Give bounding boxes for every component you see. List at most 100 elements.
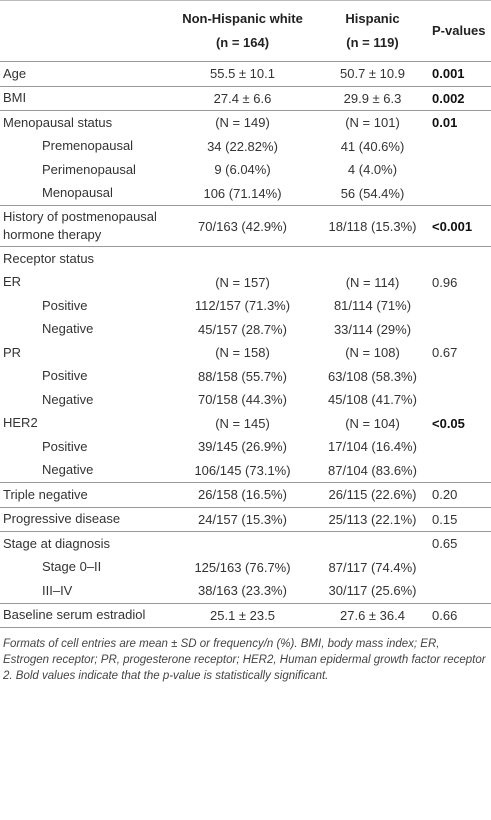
row-label: PR	[3, 344, 22, 360]
cell	[430, 579, 491, 604]
header-text: Non-Hispanic white	[182, 11, 303, 26]
cell: (N = 104)	[345, 415, 400, 431]
row-label: History of postmenopausal hormone therap…	[0, 205, 170, 247]
cell: 27.4 ± 6.6	[170, 86, 315, 111]
cell: 0.002	[430, 86, 491, 111]
cell: 125/163 (76.7%)	[194, 559, 291, 575]
row-label: Receptor status	[3, 250, 95, 266]
cell: 18/118 (15.3%)	[315, 205, 430, 247]
cell: 81/114 (71%)	[333, 298, 412, 314]
row-label: Negative	[42, 321, 94, 337]
cell: 106 (71.14%)	[170, 181, 315, 206]
cell: 29.9 ± 6.3	[315, 86, 430, 111]
table-row: Menopausal status (N = 149) (N = 101) 0.01	[0, 111, 491, 135]
cell: 0.66	[430, 603, 491, 628]
row-label: Negative	[0, 458, 170, 483]
cell	[430, 365, 491, 389]
row-label: Menopausal status	[3, 114, 113, 130]
table-row: BMI 27.4 ± 6.6 29.9 ± 6.3 0.002	[0, 86, 491, 111]
cell: 112/157 (71.3%)	[194, 298, 291, 314]
cell	[430, 388, 491, 412]
row-label: HER2	[3, 415, 38, 431]
cell: 25.1 ± 23.5	[170, 603, 315, 628]
table-row: Stage at diagnosis 0.65	[0, 532, 491, 556]
cell: <0.05	[432, 415, 465, 431]
cell	[170, 532, 315, 556]
table-row: III–IV 38/163 (23.3%) 30/117 (25.6%)	[0, 579, 491, 604]
row-label: Baseline serum estradiol	[0, 603, 170, 628]
cell: (N = 108)	[345, 345, 400, 361]
cell	[170, 247, 315, 271]
header-cell	[0, 0, 170, 62]
cell: 26/158 (16.5%)	[170, 482, 315, 508]
cell: 9 (6.04%)	[214, 162, 271, 178]
table-row: Age 55.5 ± 10.1 50.7 ± 10.9 0.001	[0, 61, 491, 87]
table-row: Receptor status	[0, 247, 491, 271]
table-row: Stage 0–II 125/163 (76.7%) 87/117 (74.4%)	[0, 556, 491, 580]
cell: 0.15	[430, 507, 491, 532]
table-row: Premenopausal 34 (22.82%) 41 (40.6%)	[0, 135, 491, 159]
cell: 50.7 ± 10.9	[315, 61, 430, 87]
cell: 38/163 (23.3%)	[170, 579, 315, 604]
table-row: Progressive disease 24/157 (15.3%) 25/113 …	[0, 507, 491, 532]
cell: 27.6 ± 36.4	[315, 603, 430, 628]
cell: (N = 101)	[345, 115, 400, 131]
table-row: Perimenopausal 9 (6.04%) 4 (4.0%)	[0, 158, 491, 182]
row-label: BMI	[0, 86, 170, 111]
row-label: Stage at diagnosis	[3, 535, 110, 551]
row-label: Triple negative	[0, 482, 170, 508]
cell: 87/104 (83.6%)	[315, 458, 430, 483]
cell: 0.65	[432, 536, 458, 552]
table-row: Positive 39/145 (26.9%) 17/104 (16.4%)	[0, 435, 491, 459]
table-body: Age 55.5 ± 10.1 50.7 ± 10.9 0.001 BMI 27.4 ± …	[0, 61, 491, 628]
table-row: History of postmenopausal hormone therap…	[0, 205, 491, 247]
row-label: Premenopausal	[42, 138, 134, 154]
table-row: Positive 112/157 (71.3%) 81/114 (71%)	[0, 294, 491, 318]
row-label: Age	[0, 61, 170, 87]
cell: 70/163 (42.9%)	[170, 205, 315, 247]
row-label: Perimenopausal	[42, 161, 136, 177]
row-label: Positive	[42, 297, 88, 313]
cell: 17/104 (16.4%)	[328, 439, 417, 455]
row-label: Positive	[42, 368, 88, 384]
cell: 70/158 (44.3%)	[198, 392, 287, 408]
header-cell: P-values	[430, 0, 491, 62]
header-text: Hispanic	[345, 11, 400, 26]
table-row: Menopausal 106 (71.14%) 56 (54.4%)	[0, 181, 491, 206]
table-header: Non-Hispanic white (n = 164) Hispanic (n = …	[0, 0, 491, 62]
cell: 0.96	[432, 274, 458, 290]
cell	[430, 247, 491, 271]
table-row: Triple negative 26/158 (16.5%) 26/115 (22.…	[0, 482, 491, 508]
cell: 45/157 (28.7%)	[198, 321, 287, 337]
cell: 56 (54.4%)	[315, 181, 430, 206]
cell: 33/114 (29%)	[333, 321, 412, 337]
row-label: ER	[3, 274, 22, 290]
row-label: III–IV	[0, 579, 170, 604]
cell: 55.5 ± 10.1	[170, 61, 315, 87]
cell	[430, 458, 491, 483]
cell	[430, 135, 491, 159]
cell: 88/158 (55.7%)	[198, 368, 287, 384]
header-cell: Non-Hispanic white (n = 164)	[170, 0, 315, 62]
row-label: Stage 0–II	[42, 559, 102, 575]
cell: <0.001	[430, 205, 491, 247]
table-row: Negative 45/157 (28.7%) 33/114 (29%)	[0, 318, 491, 342]
cell: 4 (4.0%)	[347, 162, 398, 178]
cell	[430, 318, 491, 342]
cell: 24/157 (15.3%)	[170, 507, 315, 532]
cell: 0.20	[430, 482, 491, 508]
cell: 41 (40.6%)	[340, 138, 405, 154]
cell	[430, 181, 491, 206]
header-row: Non-Hispanic white (n = 164) Hispanic (n = …	[0, 0, 491, 62]
cell: 26/115 (22.6%)	[315, 482, 430, 508]
row-label: Progressive disease	[0, 507, 170, 532]
cell: 0.001	[430, 61, 491, 87]
table-row: ER (N = 157) (N = 114) 0.96	[0, 271, 491, 295]
row-label: Negative	[42, 391, 94, 407]
cell: 0.67	[432, 345, 458, 361]
table-row: PR (N = 158) (N = 108) 0.67	[0, 341, 491, 365]
cell: 106/145 (73.1%)	[170, 458, 315, 483]
cell: (N = 149)	[215, 115, 270, 131]
cell	[430, 435, 491, 459]
